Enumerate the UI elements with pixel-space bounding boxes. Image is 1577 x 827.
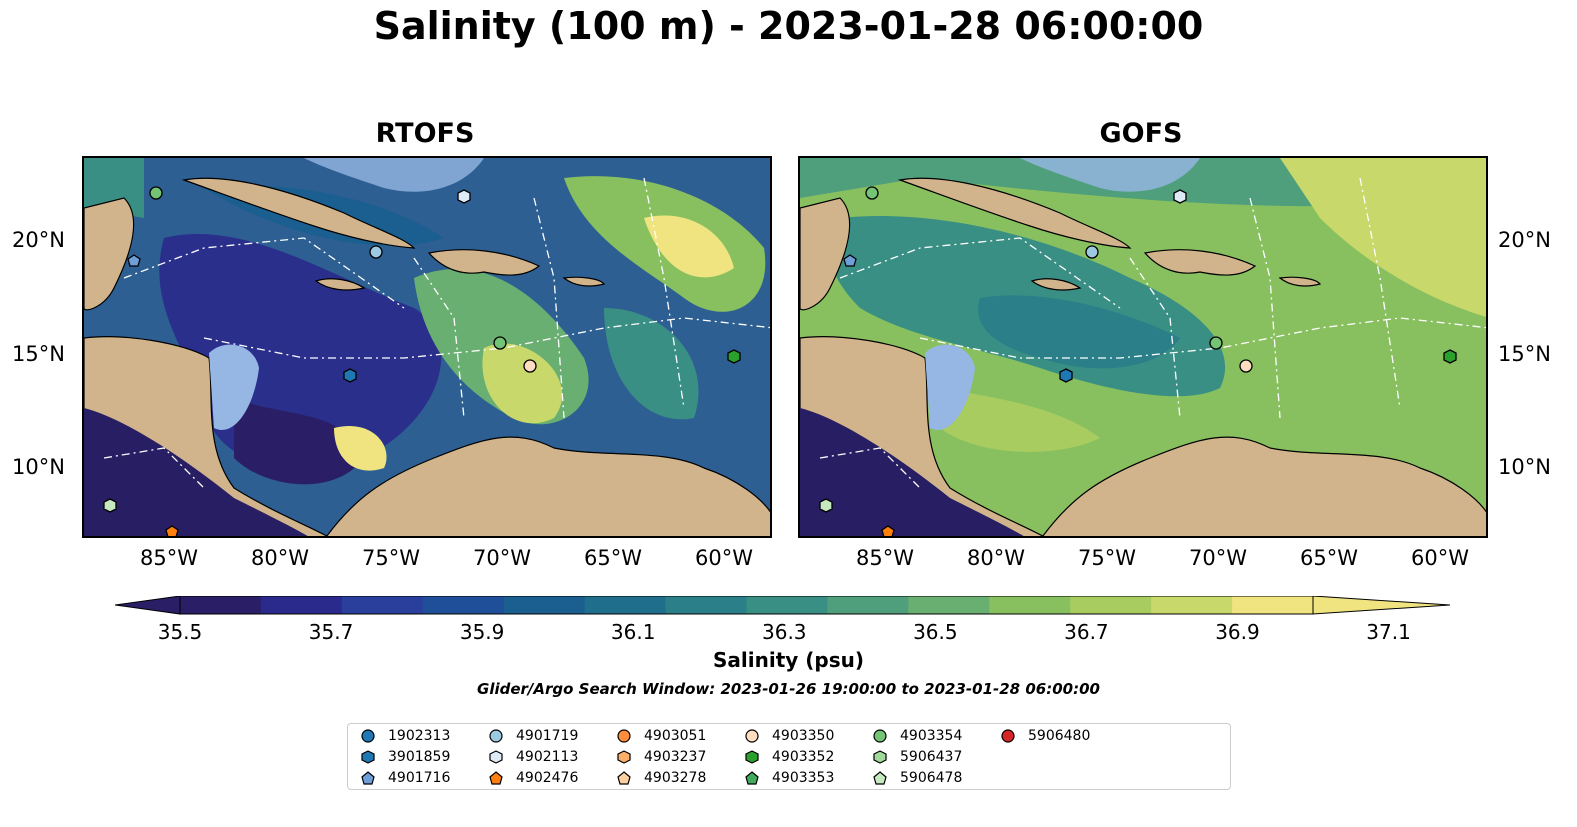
legend-entry: 5906480 (1000, 726, 1090, 746)
legend-label: 4903237 (644, 749, 707, 765)
colorbar-segment (584, 596, 667, 614)
legend-label: 4903350 (772, 728, 835, 744)
legend-entry: 4901716 (360, 768, 450, 788)
legend-label: 4903051 (644, 728, 707, 744)
legend-label: 4903353 (772, 770, 835, 786)
colorbar-tick-label: 36.3 (762, 620, 807, 644)
rtofs-lon-label: 75°W (362, 546, 420, 570)
colorbar-segment (1151, 596, 1233, 614)
legend-label: 3901859 (388, 749, 451, 765)
gofs-lon-label: 65°W (1300, 546, 1358, 570)
legend-entry: 4902113 (488, 747, 578, 767)
legend-entry: 4903051 (616, 726, 706, 746)
rtofs-lat-label: 15°N (12, 342, 65, 366)
gofs-lon-label: 80°W (967, 546, 1025, 570)
colorbar-segment (341, 596, 424, 614)
legend-entry: 4903350 (744, 726, 834, 746)
float-marker-icon (361, 750, 375, 764)
figure-title: Salinity (100 m) - 2023-01-28 06:00:00 (373, 4, 1204, 48)
gofs-lon-label: 70°W (1189, 546, 1247, 570)
colorbar-tick-label: 36.9 (1215, 620, 1260, 644)
rtofs-lon-label: 85°W (140, 546, 198, 570)
rtofs-lon-label: 80°W (251, 546, 309, 570)
gofs-lat-label: 10°N (1498, 455, 1551, 479)
legend-entry: 4903354 (872, 726, 962, 746)
colorbar (115, 596, 1451, 615)
rtofs-lon-label: 70°W (473, 546, 531, 570)
legend-label: 5906478 (900, 770, 963, 786)
rtofs-lon-label: 65°W (584, 546, 642, 570)
legend-entry: 4903353 (744, 768, 834, 788)
float-marker-icon (745, 750, 759, 764)
float-legend: 1902313 3901859 4901716 4901719 4902113 49024… (347, 723, 1231, 790)
colorbar-segment (1070, 596, 1152, 614)
colorbar-tick-label: 35.5 (157, 620, 203, 644)
legend-entry: 5906478 (872, 768, 962, 788)
legend-label: 4901719 (516, 728, 579, 744)
search-window-note: Glider/Argo Search Window: 2023-01-26 19… (477, 680, 1100, 698)
colorbar-tick-label: 37.1 (1366, 620, 1411, 644)
float-marker-icon (745, 729, 759, 743)
legend-entry: 1902313 (360, 726, 450, 746)
float-marker-icon (617, 729, 631, 743)
float-marker-icon (617, 771, 631, 785)
float-marker-icon (617, 750, 631, 764)
float-marker-icon (489, 729, 503, 743)
float-marker-icon (873, 750, 887, 764)
legend-entry: 4901719 (488, 726, 578, 746)
legend-label: 4901716 (388, 770, 451, 786)
gofs-lon-label: 85°W (856, 546, 914, 570)
colorbar-segment (827, 596, 909, 614)
colorbar-segment (260, 596, 343, 614)
colorbar-tick-label: 36.1 (610, 620, 656, 644)
legend-label: 4902476 (516, 770, 579, 786)
legend-label: 4902113 (516, 749, 579, 765)
legend-label: 4903278 (644, 770, 707, 786)
legend-label: 5906437 (900, 749, 963, 765)
float-marker-icon (873, 729, 887, 743)
colorbar-tick-label: 36.7 (1064, 620, 1109, 644)
colorbar-tick-label: 35.9 (459, 620, 505, 644)
legend-label: 5906480 (1028, 728, 1091, 744)
legend-entry: 4903237 (616, 747, 706, 767)
gofs-lat-label: 20°N (1498, 228, 1551, 252)
gofs-lat-label: 15°N (1498, 342, 1551, 366)
rtofs-lat-label: 10°N (12, 455, 65, 479)
colorbar-segment (180, 596, 262, 614)
legend-label: 4903352 (772, 749, 835, 765)
legend-entry: 3901859 (360, 747, 450, 767)
float-marker-icon (873, 771, 887, 785)
float-marker-icon (361, 771, 375, 785)
float-marker-icon (745, 771, 759, 785)
legend-entry: 4903352 (744, 747, 834, 767)
rtofs-map[interactable] (82, 156, 772, 538)
legend-entry: 4902476 (488, 768, 578, 788)
colorbar-segment (665, 596, 747, 614)
colorbar-segment (422, 596, 505, 614)
colorbar-segment (1232, 596, 1314, 614)
colorbar-tick-label: 35.7 (308, 620, 354, 644)
rtofs-lon-label: 60°W (695, 546, 753, 570)
gofs-map[interactable] (798, 156, 1488, 538)
colorbar-segment (746, 596, 828, 614)
legend-entry: 5906437 (872, 747, 962, 767)
legend-label: 1902313 (388, 728, 451, 744)
colorbar-segment (989, 596, 1071, 614)
float-marker-icon (489, 771, 503, 785)
rtofs-lat-label: 20°N (12, 228, 65, 252)
panel-title-gofs: GOFS (1099, 118, 1183, 149)
gofs-lon-label: 75°W (1078, 546, 1136, 570)
colorbar-tick-label: 36.5 (913, 620, 958, 644)
colorbar-segment (908, 596, 990, 614)
legend-label: 4903354 (900, 728, 963, 744)
float-marker-icon (1001, 729, 1015, 743)
panel-title-rtofs: RTOFS (375, 118, 475, 149)
legend-entry: 4903278 (616, 768, 706, 788)
float-marker-icon (361, 729, 375, 743)
gofs-lon-label: 60°W (1411, 546, 1469, 570)
colorbar-segment (503, 596, 586, 614)
colorbar-title: Salinity (psu) (712, 648, 864, 672)
float-marker-icon (489, 750, 503, 764)
